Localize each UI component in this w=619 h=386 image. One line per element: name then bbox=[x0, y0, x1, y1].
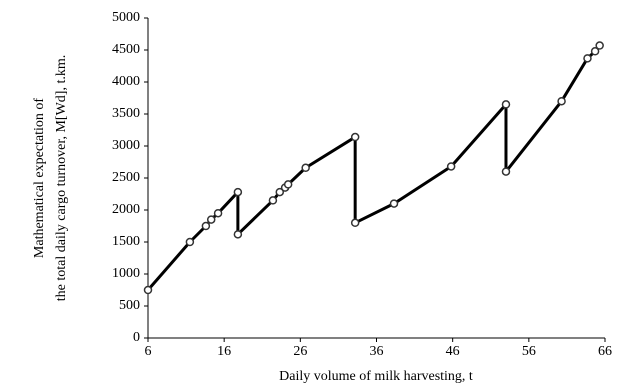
y-tick-label: 1000 bbox=[112, 266, 140, 281]
data-point bbox=[301, 163, 310, 173]
x-tick-label: 46 bbox=[446, 344, 460, 359]
x-axis-label: Daily volume of milk harvesting, t bbox=[279, 369, 473, 384]
data-point bbox=[446, 162, 456, 171]
y-tick-label: 3000 bbox=[112, 138, 140, 153]
data-point bbox=[501, 167, 511, 176]
data-point bbox=[350, 132, 360, 142]
data-point bbox=[268, 196, 278, 205]
data-point bbox=[283, 180, 293, 189]
y-tick-label: 3500 bbox=[112, 106, 140, 121]
x-tick-label: 16 bbox=[217, 344, 231, 359]
y-tick-label: 1500 bbox=[112, 234, 140, 249]
y-tick-label: 4500 bbox=[112, 42, 140, 57]
y-axis-label: Mathematical expectation of bbox=[32, 98, 47, 258]
data-point bbox=[233, 187, 243, 197]
x-tick-label: 36 bbox=[370, 344, 384, 359]
y-axis-label: the total daily cargo turnover, M[Wd], t… bbox=[54, 55, 69, 301]
data-point bbox=[143, 285, 153, 295]
y-tick-label: 2500 bbox=[112, 170, 140, 185]
data-point bbox=[557, 96, 566, 106]
x-tick-label: 66 bbox=[598, 344, 612, 359]
data-point bbox=[350, 218, 360, 228]
data-point bbox=[501, 100, 511, 109]
x-tick-label: 56 bbox=[522, 344, 536, 359]
x-tick-label: 26 bbox=[293, 344, 307, 359]
data-point bbox=[201, 221, 211, 231]
data-point bbox=[583, 54, 592, 63]
data-point bbox=[206, 215, 216, 224]
data-point bbox=[213, 208, 223, 218]
y-tick-label: 5000 bbox=[112, 10, 140, 25]
y-tick-label: 4000 bbox=[112, 74, 140, 89]
data-point bbox=[389, 199, 399, 208]
data-point bbox=[275, 187, 285, 197]
data-point bbox=[233, 230, 243, 239]
x-tick-label: 6 bbox=[145, 344, 152, 359]
data-point bbox=[595, 41, 604, 50]
data-point bbox=[590, 47, 600, 56]
y-tick-label: 0 bbox=[133, 330, 140, 345]
data-point bbox=[185, 237, 195, 247]
data-line bbox=[146, 44, 601, 291]
y-tick-label: 500 bbox=[119, 298, 140, 313]
y-tick-label: 2000 bbox=[112, 202, 140, 217]
